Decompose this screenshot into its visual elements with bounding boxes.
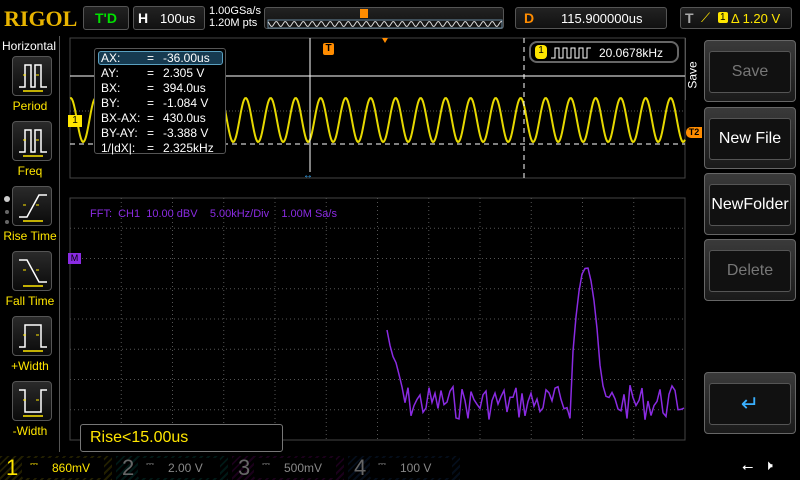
cursor-eq: = [147,141,155,155]
cursor-eq: = [147,51,155,65]
cursor-value: 2.305 V [163,66,205,80]
negative-width-button[interactable] [12,381,52,421]
rising-edge-icon: ⟋ [701,10,711,25]
positive-width-icon [19,324,47,352]
positive-width-button[interactable] [12,316,52,356]
rise-time-icon [19,194,47,222]
square-wave-icon [551,47,591,59]
delete-button[interactable]: Delete [704,239,796,301]
cursor-eq: = [147,126,155,140]
mute-icon[interactable]: 🕨 [764,457,773,473]
menu-item-label: Rise Time [3,229,57,243]
cursor-key: BY: [101,96,120,110]
cursor-key: BX-AX: [101,111,141,125]
trigger-source: 1 [718,12,728,23]
channel-4-button[interactable]: 4 ⎓ 100 V [348,456,460,480]
delay-label: D [524,10,535,26]
left-menu: Horizontal [0,36,60,452]
timebase-label: H [138,10,149,26]
cursor-key: AX: [101,51,121,65]
fall-time-icon [19,259,47,287]
menu-item-label: Period [12,99,48,113]
cursor-value: -36.00us [163,51,210,65]
trigger-position-marker[interactable]: T [323,43,334,55]
channel-scale: 100 V [400,461,432,475]
cursor-eq: = [147,111,155,125]
cursor-key: 1/|dX|: [101,141,136,155]
dc-coupling-icon: ⎓ [146,459,154,470]
save-button[interactable]: Save [704,40,796,102]
return-icon: ↵ [709,383,791,425]
return-button[interactable]: ↵ [704,372,796,434]
fft-trace [386,267,685,420]
cursor-eq: = [147,81,155,95]
rise-time-button[interactable] [12,186,52,226]
sample-rate: 1.00GSa/s [209,5,261,17]
trigger-box[interactable]: T ⟋ 1 Δ 1.20 V [680,7,792,29]
fft-label: FFT: CH1 10.00 dBV 5.00kHz/Div 1.00M Sa/… [90,208,337,220]
cursor-eq: = [147,66,155,80]
cursor-key: AY: [101,66,119,80]
counter-value: 20.0678kHz [599,46,664,60]
counter-channel: 1 [535,45,547,59]
freq-button[interactable] [12,121,52,161]
delay-box[interactable]: D 115.900000us [515,7,667,29]
timebase-value: 100us [160,11,196,26]
new-file-button[interactable]: New File [704,107,796,169]
cursor-value: 2.325kHz [163,141,214,155]
menu-item-label: Fall Time [5,294,55,308]
new-folder-button[interactable]: NewFolder [704,173,796,235]
channel-1-button[interactable]: 1 ⎓ 860mV [0,456,112,480]
cursor-readout: AX: = -36.00us AY: = 2.305 V BX: = 394.0us BY: = -1… [94,48,226,155]
run-status[interactable]: T'D [83,6,129,30]
cursor-value: 394.0us [163,81,206,95]
main-grid [69,37,686,179]
rigol-logo: RIGOL [4,6,78,31]
period-button[interactable] [12,56,52,96]
channel-scale: 860mV [52,461,91,475]
cursor-key: BY-AY: [101,126,138,140]
menu-item-label: Freq [17,164,43,178]
cursor-eq: = [147,96,155,110]
freq-icon [19,129,47,157]
cursor-key: BX: [101,81,121,95]
memory-overview[interactable] [264,7,504,29]
channel-scale: 500mV [284,461,323,475]
channel-2-button[interactable]: 2 ⎓ 2.00 V [116,456,228,480]
dc-coupling-icon: ⎓ [378,459,386,470]
memory-depth: 1.20M pts [209,17,258,29]
fft-marker[interactable]: M [68,253,81,264]
ch1-offset-marker[interactable]: 1 [68,115,82,127]
fall-time-button[interactable] [12,251,52,291]
cursor-value: -3.388 V [163,126,209,140]
delay-value: 115.900000us [561,11,643,26]
cursor-value: 430.0us [163,111,206,125]
channel-3-button[interactable]: 3 ⎓ 500mV [232,456,344,480]
trigger-level: Δ 1.20 V [731,11,781,26]
frequency-counter: 1 20.0678kHz [529,41,679,63]
menu-item-label: -Width [12,424,48,438]
measurement-result: Rise<15.00us [80,424,283,452]
menu-item-label: +Width [11,359,49,373]
dc-coupling-icon: ⎓ [262,459,270,470]
trigger-level-marker[interactable]: T2 [686,127,702,138]
negative-width-icon [19,389,47,417]
trigger-label: T [685,10,694,26]
timebase-box[interactable]: H 100us [133,6,205,30]
svg-text:↔: ↔ [303,170,313,181]
usb-icon: ⭠ [742,458,754,474]
dc-coupling-icon: ⎓ [30,459,38,470]
right-menu-title-area: Save [685,38,700,100]
right-menu-title: Save [685,61,700,89]
channel-scale: 2.00 V [168,461,203,475]
period-icon [19,64,47,92]
menu-title: Horizontal [2,39,57,53]
cursor-value: -1.084 V [163,96,209,110]
acquisition-info: 1.00GSa/s 1.20M pts [209,5,261,29]
